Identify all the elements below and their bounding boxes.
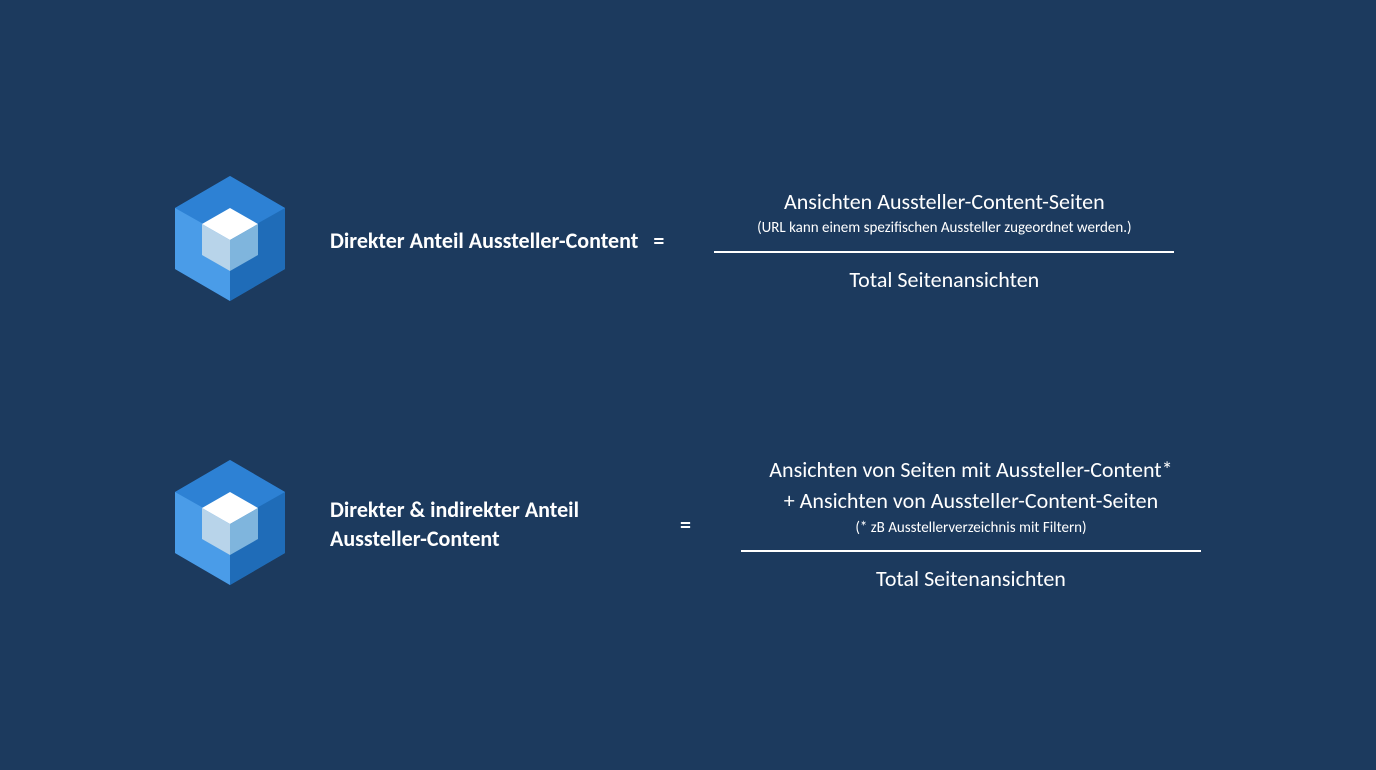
equals-sign: = — [653, 227, 664, 254]
equals-sign: = — [680, 511, 691, 538]
denominator-text: Total Seitenansichten — [849, 265, 1039, 296]
numerator-main-2: + Ansichten von Aussteller-Content-Seite… — [769, 486, 1172, 517]
denominator-text: Total Seitenansichten — [876, 564, 1066, 595]
cube-icon — [170, 171, 290, 311]
label-line-1: Direkter & indirekter Anteil — [330, 496, 630, 525]
fraction: Ansichten von Seiten mit Aussteller-Cont… — [741, 451, 1201, 599]
numerator: Ansichten von Seiten mit Aussteller-Cont… — [749, 451, 1192, 542]
formula-label: Direkter Anteil Aussteller-Content = — [330, 227, 674, 256]
denominator: Total Seitenansichten — [829, 261, 1059, 300]
fraction-divider — [714, 251, 1174, 253]
formula-row-direct: Direkter Anteil Aussteller-Content = Ans… — [170, 171, 1296, 311]
cube-icon — [170, 455, 290, 595]
numerator: Ansichten Aussteller-Content-Seiten (URL… — [737, 183, 1151, 243]
numerator-main-1: Ansichten von Seiten mit Aussteller-Cont… — [769, 455, 1172, 486]
fraction: Ansichten Aussteller-Content-Seiten (URL… — [714, 183, 1174, 300]
fraction-divider — [741, 550, 1201, 552]
formula-label: Direkter & indirekter Anteil Aussteller-… — [330, 496, 630, 553]
label-text: Direkter Anteil Aussteller-Content — [330, 227, 638, 254]
denominator: Total Seitenansichten — [856, 560, 1086, 599]
numerator-note: (* zB Ausstellerverzeichnis mit Filtern) — [769, 519, 1172, 539]
numerator-note: (URL kann einem spezifischen Aussteller … — [757, 219, 1131, 239]
numerator-main: Ansichten Aussteller-Content-Seiten — [757, 187, 1131, 218]
formula-row-direct-indirect: Direkter & indirekter Anteil Aussteller-… — [170, 451, 1296, 599]
label-line-2: Aussteller-Content — [330, 525, 630, 554]
